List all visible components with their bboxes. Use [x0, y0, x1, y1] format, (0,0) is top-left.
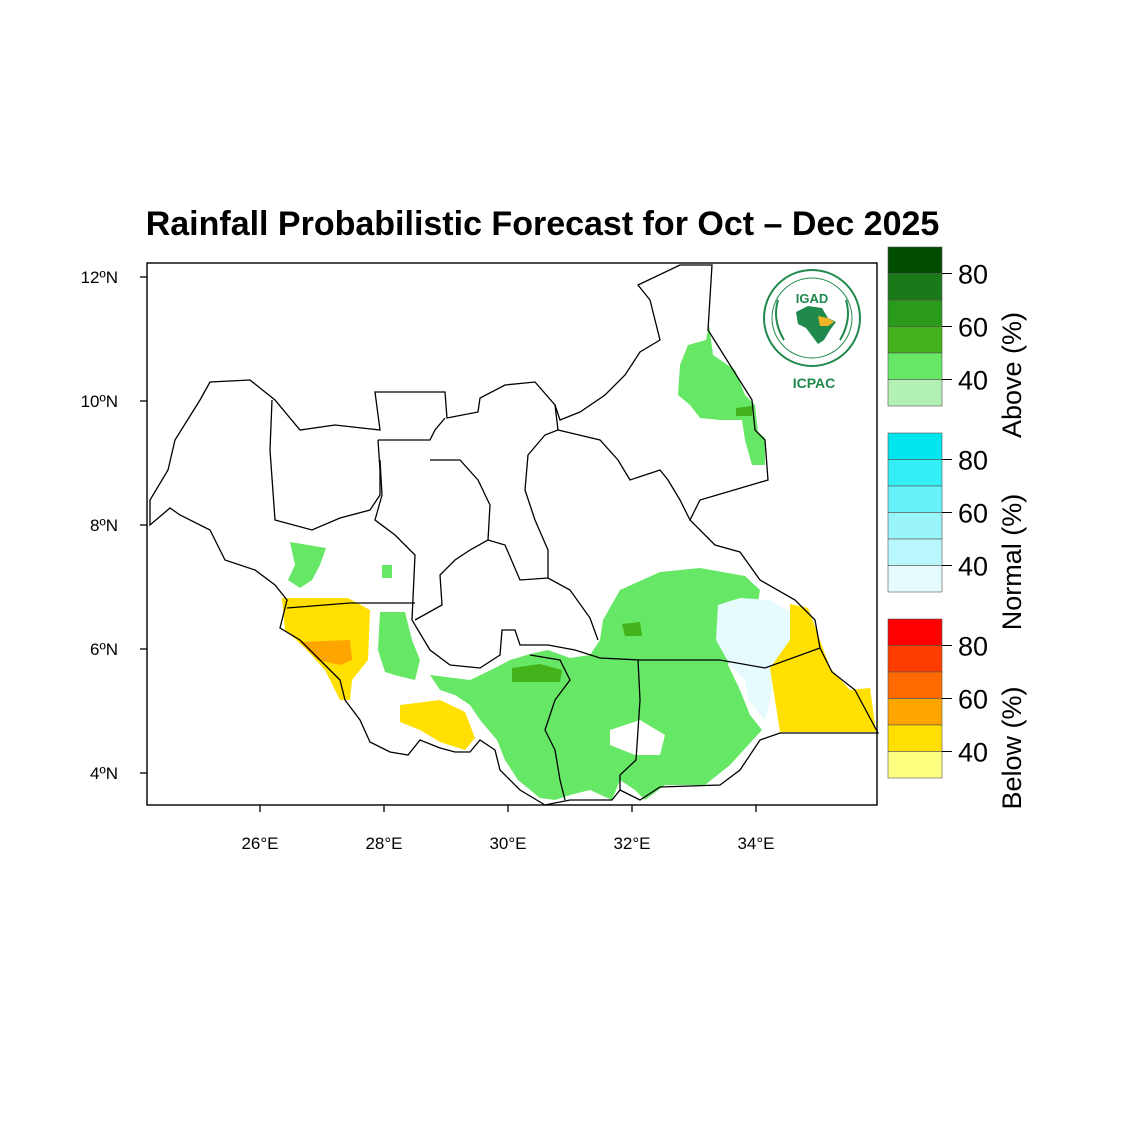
legend-swatch-2-1 [887, 645, 943, 673]
zone-east-normal [716, 598, 790, 720]
admin-boundaries [149, 264, 880, 806]
igad-logo: IGAD ICPAC [763, 269, 861, 391]
legend-category-above: Above (%) [997, 312, 1027, 438]
map-frame [146, 262, 878, 806]
lat-label-8: 8ºN [90, 516, 118, 535]
zone-central-west-above-3 [378, 612, 420, 680]
zone-central-west-above-2 [382, 565, 392, 578]
country-outline [149, 264, 880, 806]
legend-swatch-0-0 [887, 246, 943, 274]
lon-label-28: 28°E [365, 834, 402, 853]
lat-label-6: 6ºN [90, 640, 118, 659]
lat-label-4: 4ºN [90, 764, 118, 783]
lat-label-12: 12ºN [81, 268, 118, 287]
forecast-zones [282, 325, 876, 800]
legend-swatch-2-0 [887, 618, 943, 646]
border-south-west [286, 602, 415, 609]
legend-swatch-1-1 [887, 459, 943, 487]
zone-north-above-dark [736, 406, 752, 416]
legend-label-1-2: 40 [958, 552, 988, 582]
legend-swatch-1-0 [887, 432, 943, 460]
legend-swatch-0-2 [887, 299, 943, 327]
legend-swatch-2-5 [887, 751, 943, 779]
legend-swatch-0-4 [887, 352, 943, 380]
legend-category-below: Below (%) [997, 686, 1027, 809]
border-west-b [378, 417, 446, 441]
legend-swatch-2-3 [887, 698, 943, 726]
legend-label-2-2: 40 [958, 738, 988, 768]
lon-label-26: 26°E [241, 834, 278, 853]
africa-map-icon [796, 306, 836, 344]
zone-south-below [400, 700, 475, 750]
legend-swatch-1-5 [887, 565, 943, 593]
legend-swatch-0-3 [887, 326, 943, 354]
legend-label-1-1: 60 [958, 499, 988, 529]
legend-label-2-1: 60 [958, 685, 988, 715]
legend: 80 60 40 Above (%) 80 60 40 Normal (%) 80 60 40 Bel… [887, 246, 1027, 810]
legend-label-2-0: 80 [958, 632, 988, 662]
border-east-b [557, 429, 691, 521]
legend-swatch-2-4 [887, 724, 943, 752]
laurel-left-icon [775, 299, 785, 341]
zone-central-west-above [288, 542, 326, 588]
lon-label-34: 34°E [737, 834, 774, 853]
legend-swatch-1-3 [887, 512, 943, 540]
map-title: Rainfall Probabilistic Forecast for Oct … [145, 205, 940, 243]
legend-label-0-2: 40 [958, 366, 988, 396]
border-west-a [269, 399, 381, 531]
lat-axis [140, 276, 147, 774]
lat-label-10: 10ºN [81, 392, 118, 411]
zone-south-above-dark-2 [622, 622, 642, 636]
zone-south-west-below-core [300, 640, 352, 665]
laurel-right-icon [839, 299, 849, 341]
border-east-a [524, 404, 559, 578]
zone-mid-above [430, 568, 762, 800]
logo-center-text: ICPAC [793, 375, 836, 391]
legend-swatch-0-5 [887, 379, 943, 407]
zone-south-above-dark [512, 664, 562, 682]
zone-east-below [770, 604, 876, 732]
border-mid-b [487, 539, 599, 641]
border-south-a [529, 654, 571, 801]
legend-category-normal: Normal (%) [997, 494, 1027, 631]
border-south-b [619, 659, 641, 790]
legend-label-1-0: 80 [958, 446, 988, 476]
legend-label-0-1: 60 [958, 313, 988, 343]
horn-region-icon [818, 316, 834, 326]
legend-swatch-2-2 [887, 671, 943, 699]
logo-org-text: IGAD [796, 291, 829, 306]
lon-axis [259, 805, 757, 812]
legend-label-0-0: 80 [958, 260, 988, 290]
lon-label-32: 32°E [613, 834, 650, 853]
legend-swatch-1-4 [887, 538, 943, 566]
legend-swatch-0-1 [887, 273, 943, 301]
border-mid-a [414, 459, 491, 621]
border-central [374, 459, 821, 669]
lon-label-30: 30°E [489, 834, 526, 853]
legend-swatch-1-2 [887, 485, 943, 513]
zone-north-east-above [678, 325, 765, 465]
